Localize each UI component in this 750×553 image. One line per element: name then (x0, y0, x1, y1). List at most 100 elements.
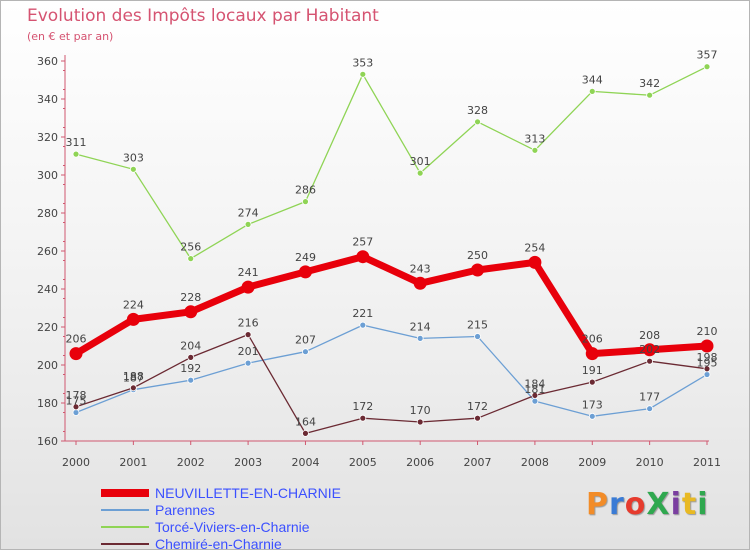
data-point (356, 250, 370, 264)
data-label: 311 (66, 136, 87, 149)
data-label: 250 (467, 249, 488, 262)
data-point (359, 321, 367, 329)
data-point (531, 146, 539, 154)
y-tick-label: 240 (37, 283, 58, 296)
series-line (75, 66, 708, 260)
x-tick-label: 2003 (234, 456, 262, 469)
data-label: 243 (410, 262, 431, 275)
y-tick-label: 160 (37, 435, 58, 448)
data-point (302, 348, 309, 356)
data-label: 175 (66, 395, 87, 408)
data-label: 215 (467, 319, 488, 332)
series-chemir-en-charnie (72, 331, 711, 437)
data-point (244, 220, 252, 228)
data-point (646, 91, 654, 99)
data-label: 257 (352, 236, 373, 249)
series-torc-viviers-en-charnie (72, 63, 711, 263)
data-point (700, 339, 714, 353)
legend-label: Torcé-Viviers-en-Charnie (155, 519, 310, 535)
axes: 160 180 200 220 240 260 280 300 320 340 360 2000 200… (37, 55, 721, 469)
data-label: 249 (295, 251, 316, 264)
data-label: 204 (180, 339, 201, 352)
data-point (531, 397, 539, 405)
data-label: 228 (180, 291, 201, 304)
data-label: 201 (238, 345, 259, 358)
data-label: 164 (295, 415, 316, 428)
data-point (298, 265, 312, 279)
series-layer (69, 63, 714, 437)
data-label: 301 (410, 155, 431, 168)
legend-swatch (101, 489, 149, 497)
data-label: 274 (238, 206, 259, 219)
data-point (703, 63, 711, 71)
data-label: 328 (467, 104, 488, 117)
data-point (129, 165, 137, 173)
data-point (187, 255, 195, 263)
legend-label: Parennes (155, 502, 215, 518)
data-label: 178 (66, 389, 87, 402)
y-tick-label: 320 (37, 131, 58, 144)
data-label: 256 (180, 241, 201, 254)
data-label: 214 (410, 320, 431, 333)
data-point (471, 263, 485, 277)
data-point (416, 334, 424, 342)
data-label: 357 (697, 49, 718, 62)
data-point (302, 198, 309, 206)
data-point (72, 403, 80, 411)
legend-swatch (101, 526, 149, 528)
x-tick-label: 2002 (177, 456, 205, 469)
data-label: 187 (123, 372, 144, 385)
data-point (588, 378, 596, 386)
data-point (703, 371, 711, 378)
series-line (75, 324, 708, 417)
chart-subtitle: (en € et par an) (27, 30, 114, 43)
y-tick-label: 280 (37, 207, 58, 220)
chart-title: Evolution des Impôts locaux par Habitant (27, 6, 379, 26)
data-point (474, 333, 481, 340)
x-tick-label: 2000 (62, 456, 90, 469)
data-label: 184 (524, 377, 545, 390)
data-point (474, 414, 481, 422)
data-point (528, 255, 542, 269)
y-tick-label: 200 (37, 359, 58, 372)
logo-letter: i (697, 487, 709, 522)
data-point (72, 150, 80, 158)
x-tick-label: 2007 (464, 456, 492, 469)
data-label: 188 (123, 370, 144, 383)
data-point (241, 280, 255, 294)
data-label: 202 (639, 343, 660, 356)
data-point (359, 414, 367, 422)
data-label: 181 (524, 383, 545, 396)
data-label: 170 (410, 404, 431, 417)
data-label: 192 (180, 362, 201, 375)
data-point (646, 405, 654, 413)
series-line (72, 253, 711, 358)
data-point (643, 343, 657, 357)
logo-letter: X (646, 487, 671, 522)
x-tick-label: 2001 (119, 456, 147, 469)
data-point (129, 384, 137, 392)
data-label: 224 (123, 298, 144, 311)
logo-letter: P (586, 487, 609, 522)
data-label: 286 (295, 184, 316, 197)
data-label: 221 (352, 307, 373, 320)
y-tick-label: 340 (37, 93, 58, 106)
legend-label: NEUVILLETTE-EN-CHARNIE (155, 485, 341, 501)
data-label: 216 (238, 317, 259, 330)
legend-swatch (101, 543, 149, 545)
data-point (703, 365, 711, 373)
proxiti-logo: ProXiti (586, 487, 709, 522)
data-label: 173 (582, 398, 603, 411)
data-point (416, 418, 424, 426)
data-label: 172 (352, 400, 373, 413)
logo-letter: o (624, 487, 647, 522)
data-point (126, 312, 140, 326)
data-point (416, 169, 424, 177)
data-label: 254 (524, 241, 545, 254)
data-point (244, 359, 252, 367)
data-point (72, 409, 80, 416)
data-point (187, 353, 195, 361)
data-label: 191 (582, 364, 603, 377)
data-label: 344 (582, 73, 603, 86)
